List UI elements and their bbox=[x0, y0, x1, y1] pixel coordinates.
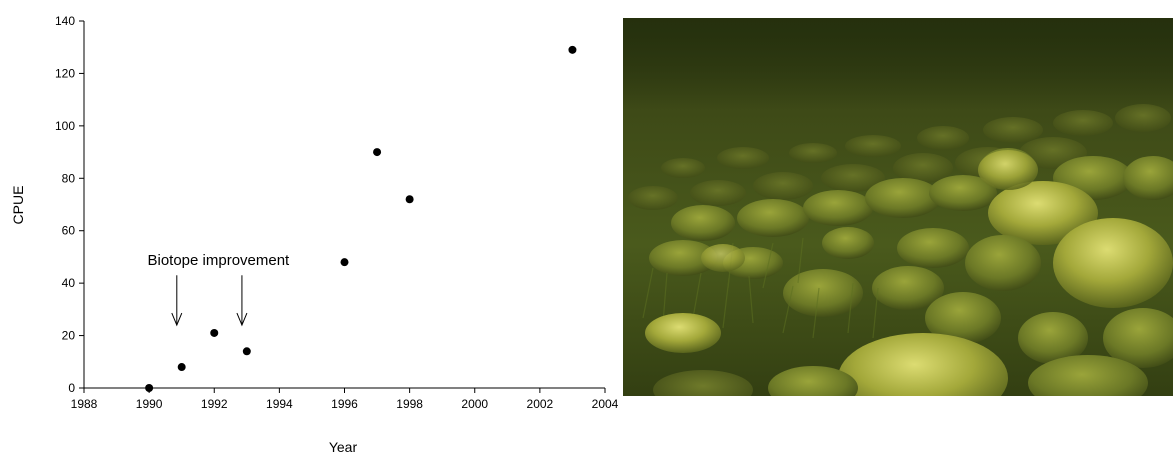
y-tick-label: 60 bbox=[62, 224, 76, 238]
x-tick-label: 2002 bbox=[527, 397, 554, 411]
x-tick-label: 2000 bbox=[461, 397, 488, 411]
y-tick-label: 120 bbox=[55, 66, 75, 80]
annotation-group: Biotope improvement bbox=[147, 252, 290, 327]
underwater-rocky-riverbed-image bbox=[623, 18, 1173, 396]
data-point bbox=[405, 195, 414, 204]
x-axis-ticks: 1988 1990 1992 1994 1996 1998 2000 2002 2004 bbox=[71, 388, 619, 411]
data-point bbox=[568, 45, 577, 54]
y-tick-label: 100 bbox=[55, 119, 75, 133]
axes bbox=[83, 21, 605, 389]
data-point bbox=[340, 258, 349, 267]
data-point bbox=[210, 328, 219, 337]
y-tick-label: 20 bbox=[62, 329, 76, 343]
x-tick-label: 1990 bbox=[136, 397, 163, 411]
x-tick-label: 1988 bbox=[71, 397, 98, 411]
data-point bbox=[242, 347, 251, 356]
annotation-arrow bbox=[236, 275, 248, 327]
data-points bbox=[145, 45, 577, 392]
x-axis-label: Year bbox=[329, 439, 358, 454]
x-tick-label: 1994 bbox=[266, 397, 293, 411]
x-tick-label: 1992 bbox=[201, 397, 228, 411]
y-tick-label: 80 bbox=[62, 171, 76, 185]
data-point bbox=[177, 363, 186, 372]
x-tick-label: 1996 bbox=[331, 397, 358, 411]
annotation-arrow bbox=[171, 275, 183, 327]
y-tick-label: 40 bbox=[62, 276, 76, 290]
y-tick-label: 140 bbox=[55, 14, 75, 28]
x-tick-label: 2004 bbox=[592, 397, 619, 411]
cpue-scatter-chart: 1988 1990 1992 1994 1996 1998 2000 2002 2004 0 20… bbox=[10, 14, 619, 454]
annotation-label: Biotope improvement bbox=[147, 252, 290, 269]
x-tick-label: 1998 bbox=[396, 397, 423, 411]
y-axis-ticks: 0 20 40 60 80 100 120 140 bbox=[55, 14, 84, 395]
data-point bbox=[373, 148, 382, 157]
y-tick-label: 0 bbox=[68, 381, 75, 395]
y-axis-label: CPUE bbox=[10, 186, 26, 225]
data-point bbox=[145, 384, 154, 392]
